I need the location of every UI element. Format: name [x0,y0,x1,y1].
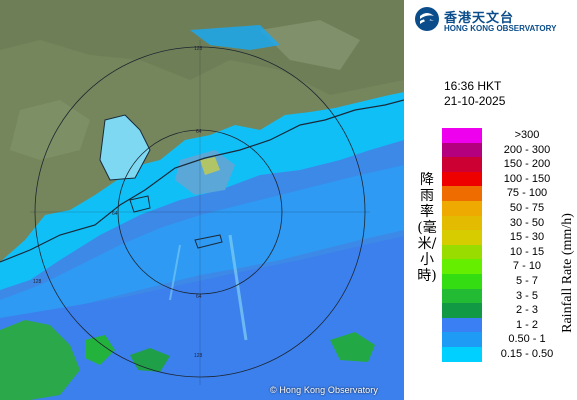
legend-label: 50 - 75 [509,201,545,214]
legend-row: 7 - 10 [442,259,577,274]
legend-unit-chinese: 降雨率(毫米/小時) [417,172,437,284]
legend-swatch [442,128,482,143]
legend-row: >300 [442,128,577,143]
land-highland-3 [260,20,360,70]
legend-label: 0.50 - 1 [508,333,546,346]
legend-swatch [442,259,482,274]
echo-light-north [190,25,280,50]
logo-english-name: HONG KONG OBSERVATORY [444,24,557,33]
legend-label: 0.15 - 0.50 [500,347,554,360]
legend-row: 2 - 3 [442,303,577,318]
range-label-west-outer: 128 [33,279,42,285]
legend-label: 10 - 15 [509,245,545,258]
legend-swatch [442,288,482,304]
legend-row: 5 - 7 [442,273,577,289]
legend-unit-english: Rainfall Rate (mm/h) [560,213,575,333]
radar-streak-2 [169,244,181,301]
range-ring-inner [117,129,283,295]
legend-label: 1 - 2 [515,318,538,331]
island-outline-2 [129,195,151,213]
legend-swatch [442,215,482,231]
range-label-south-outer: 128 [194,353,203,359]
legend-swatch [442,346,482,362]
legend-row: 30 - 50 [442,215,577,231]
legend-swatch [442,244,482,260]
echo-light-pearl [100,115,150,180]
legend-label: >300 [514,129,540,141]
legend-row: 3 - 5 [442,288,577,304]
echo-green-sw [0,320,80,400]
side-panel: 香港天文台 HONG KONG OBSERVATORY 16:36 HKT 21… [404,0,577,400]
radar-streak-1 [228,234,248,341]
legend-row: 50 - 75 [442,200,577,216]
range-label-south-inner: 64 [196,294,202,300]
land-highland-2 [10,100,90,160]
legend-label: 75 - 100 [506,187,548,200]
island-outline-1 [194,234,223,249]
range-label-north-inner: 64 [196,129,202,135]
legend-row: 1 - 2 [442,317,577,333]
echo-hk-core-2 [200,157,220,175]
rainfall-legend: >300 200 - 300 150 - 200 100 - 150 75 - 100 5… [442,128,577,362]
legend-row: 150 - 200 [442,157,577,172]
legend-label: 5 - 7 [515,274,538,287]
legend-row: 0.15 - 0.50 [442,346,577,362]
legend-swatch [442,186,482,201]
legend-swatch [442,273,482,289]
logo-chinese-name: 香港天文台 [444,11,515,26]
legend-swatch [442,303,482,318]
legend-row: 200 - 300 [442,142,577,158]
legend-swatch [442,230,482,245]
range-ring-outer [34,46,366,378]
radar-date: 21-10-2025 [444,94,506,108]
pearl-river-outline [99,114,151,181]
copyright-notice: © Hong Kong Observatory [270,385,378,395]
legend-swatch [442,157,482,172]
range-label-west-inner: 64 [112,211,118,217]
echo-green-se [330,332,375,362]
hko-logo-icon [415,7,439,31]
range-label-north-outer: 128 [194,46,203,52]
legend-label: 15 - 30 [509,231,545,244]
legend-label: 100 - 150 [503,172,551,185]
legend-label: 7 - 10 [512,260,542,273]
legend-label: 3 - 5 [515,289,538,302]
legend-swatch [442,317,482,333]
hko-logo[interactable]: 香港天文台 HONG KONG OBSERVATORY [414,5,577,37]
legend-swatch [442,200,482,216]
legend-swatch [442,142,482,158]
radar-map[interactable]: 64 128 64 128 64 128 [0,0,404,400]
legend-swatch [442,332,482,347]
legend-label: 150 - 200 [503,158,551,171]
echo-green-sw-2 [85,335,115,365]
legend-row: 15 - 30 [442,230,577,245]
legend-row: 75 - 100 [442,186,577,201]
legend-swatch [442,171,482,187]
radar-time: 16:36 HKT [444,79,502,93]
legend-unit-english-wrap: Rainfall Rate (mm/h) [559,193,577,353]
legend-row: 100 - 150 [442,171,577,187]
legend-label: 2 - 3 [515,304,538,317]
legend-row: 10 - 15 [442,244,577,260]
legend-label: 30 - 50 [509,216,545,229]
legend-row: 0.50 - 1 [442,332,577,347]
legend-label: 200 - 300 [503,143,551,156]
echo-medium-band [0,165,404,318]
coastline [0,99,404,263]
